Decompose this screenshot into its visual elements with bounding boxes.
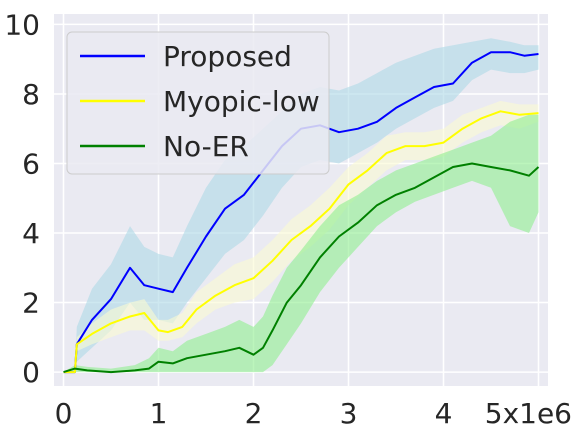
y-tick-label-5: 10 [4, 8, 40, 41]
y-axis-ticks: 0 2 4 6 8 10 [4, 8, 40, 389]
legend-label-1: Myopic-low [163, 85, 320, 118]
x-tick-label-4: 4 [435, 397, 453, 430]
y-tick-label-1: 2 [22, 287, 40, 320]
series-band-1 [63, 100, 539, 373]
y-tick-label-4: 8 [22, 78, 40, 111]
series-line-1 [63, 110, 539, 374]
x-tick-label-2: 2 [245, 397, 263, 430]
y-tick-label-2: 4 [22, 217, 40, 250]
confidence-bands [63, 38, 539, 373]
legend-label-2: No-ER [163, 130, 249, 163]
series-line-2 [63, 162, 540, 374]
x-tick-label-3: 3 [340, 397, 358, 430]
x-tick-label-0: 0 [55, 397, 73, 430]
x-tick-label-1: 1 [150, 397, 168, 430]
series-band-2 [63, 114, 539, 373]
x-axis-ticks: 0 1 2 3 4 5x1e6 [55, 397, 572, 430]
series-band-0 [63, 38, 539, 373]
y-tick-label-0: 0 [22, 356, 40, 389]
legend-label-0: Proposed [163, 40, 292, 73]
y-tick-label-3: 6 [22, 147, 40, 180]
legend: Proposed Myopic-low No-ER [66, 31, 330, 175]
legend-box [66, 31, 330, 175]
x-tick-label-5: 5x1e6 [485, 397, 572, 430]
